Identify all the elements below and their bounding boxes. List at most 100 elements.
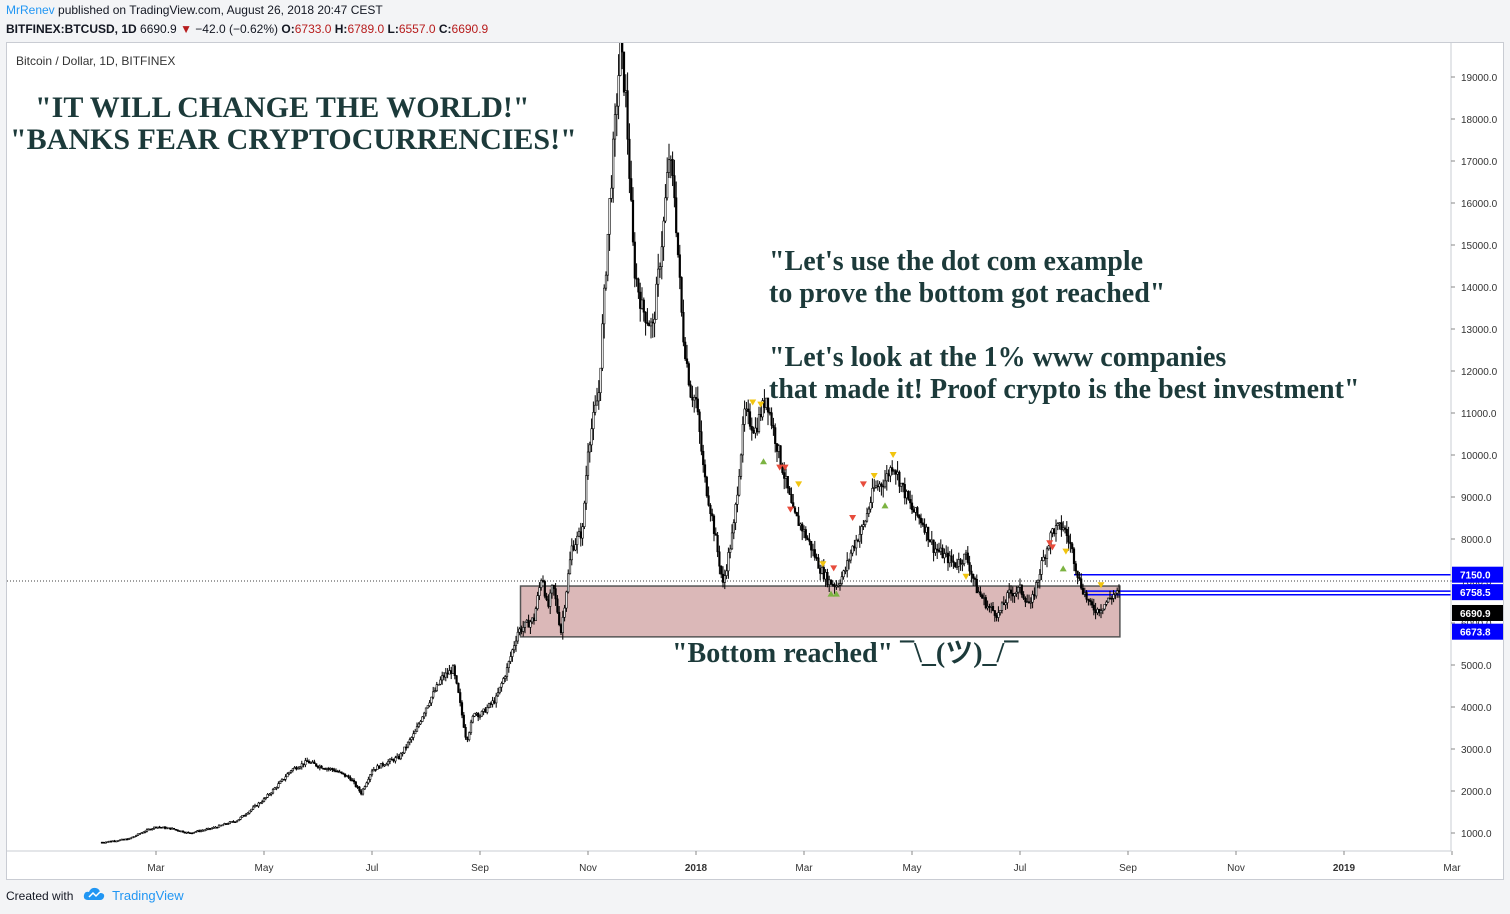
candle-body	[705, 476, 708, 497]
candle-body	[156, 826, 159, 829]
publish-text: published on TradingView.com, August 26,…	[58, 3, 383, 17]
candle-body	[514, 640, 518, 646]
candle-body	[414, 730, 417, 735]
candle-body	[131, 836, 134, 839]
candle-body	[905, 491, 908, 499]
candle-body	[914, 507, 917, 513]
candle-body	[189, 832, 192, 834]
candle-body	[109, 840, 113, 843]
candle-body	[108, 840, 111, 843]
bottom-zone-box[interactable]	[519, 585, 1121, 638]
candle-body	[658, 266, 662, 270]
candle-body	[603, 287, 606, 325]
candle-body	[495, 695, 498, 704]
candle-body	[757, 414, 761, 433]
candle-body	[329, 768, 332, 770]
candle-body	[631, 199, 635, 243]
annotation-dotcom-2: to prove the bottom got reached"	[769, 278, 1165, 309]
candle-body	[172, 827, 176, 830]
candle-body	[410, 737, 413, 740]
candle-body	[221, 824, 224, 827]
candle-body	[894, 470, 897, 475]
high-value: 6789.0	[347, 22, 385, 36]
candle-body	[358, 786, 361, 792]
candle-body	[750, 426, 753, 431]
y-tick-label: 13000.0	[1461, 325, 1498, 336]
candle-body	[183, 831, 186, 834]
candle-body	[338, 771, 341, 774]
candle-body	[1004, 602, 1007, 606]
y-tick-label: 19000.0	[1461, 73, 1498, 84]
candle-body	[756, 427, 759, 433]
candle-body	[982, 597, 986, 599]
candle-body	[556, 598, 559, 613]
candle-body	[1083, 592, 1086, 595]
candle-body	[748, 411, 752, 427]
candle-body	[259, 802, 262, 805]
candle-body	[847, 559, 851, 562]
candle-body	[783, 472, 786, 479]
candle-body	[819, 568, 822, 574]
candle-body	[882, 485, 885, 488]
candle-body	[1051, 528, 1054, 534]
candle-body	[676, 232, 680, 256]
candle-body	[437, 683, 440, 686]
candle-body	[772, 425, 775, 428]
candle-body	[972, 573, 975, 579]
candle-body	[262, 798, 266, 802]
chart-panel[interactable]: 1000.02000.03000.04000.05000.06000.07000…	[6, 31, 1504, 880]
candle-body	[948, 555, 951, 564]
candle-body	[689, 384, 692, 398]
candle-body	[462, 714, 465, 728]
candle-body	[691, 396, 694, 401]
candle-body	[640, 299, 644, 309]
candle-body	[554, 588, 557, 600]
candle-body	[289, 770, 293, 773]
candle-body	[162, 826, 165, 829]
candle-body	[648, 323, 651, 327]
candle-body	[765, 397, 768, 408]
candle-body	[343, 773, 347, 777]
candle-body	[117, 840, 120, 842]
candle-body	[545, 595, 548, 601]
annotation-hype-2: "BANKS FEAR CRYPTOCURRENCIES!"	[10, 123, 577, 156]
candle-body	[639, 291, 642, 309]
author-link[interactable]: MrRenev	[6, 3, 55, 17]
candle-body	[617, 75, 620, 107]
candle-body	[261, 801, 264, 804]
candle-body	[946, 552, 950, 564]
signal-marker	[795, 481, 803, 488]
candle-body	[518, 628, 521, 633]
candle-body	[248, 810, 251, 814]
candle-body	[196, 830, 199, 832]
candle-body	[959, 559, 962, 565]
candle-body	[651, 321, 654, 324]
candle-body	[253, 805, 257, 808]
high-label: H:	[334, 22, 348, 36]
candle-body	[592, 412, 595, 430]
candle-body	[653, 318, 656, 324]
candle-body	[963, 553, 966, 564]
candle-body	[595, 400, 599, 406]
candle-body	[334, 770, 338, 773]
candle-body	[500, 683, 503, 688]
candle-body	[406, 741, 410, 748]
x-tick-label: Sep	[471, 863, 489, 874]
tradingview-link[interactable]: TradingView	[112, 888, 184, 903]
candle-body	[754, 427, 757, 434]
candle-body	[910, 502, 914, 511]
open-label: O:	[281, 22, 295, 36]
candle-body	[167, 827, 170, 830]
candle-body	[1071, 543, 1074, 550]
candle-body	[793, 507, 797, 513]
candle-body	[361, 788, 365, 795]
candle-body	[822, 567, 825, 580]
candle-body	[198, 830, 201, 832]
price-chart[interactable]: 1000.02000.03000.04000.05000.06000.07000…	[7, 31, 1503, 879]
candle-body	[208, 828, 212, 830]
x-tick-label: Jul	[1014, 863, 1027, 874]
candle-body	[900, 482, 903, 487]
candle-body	[106, 841, 109, 843]
candle-body	[271, 789, 275, 794]
candle-body	[547, 599, 550, 607]
